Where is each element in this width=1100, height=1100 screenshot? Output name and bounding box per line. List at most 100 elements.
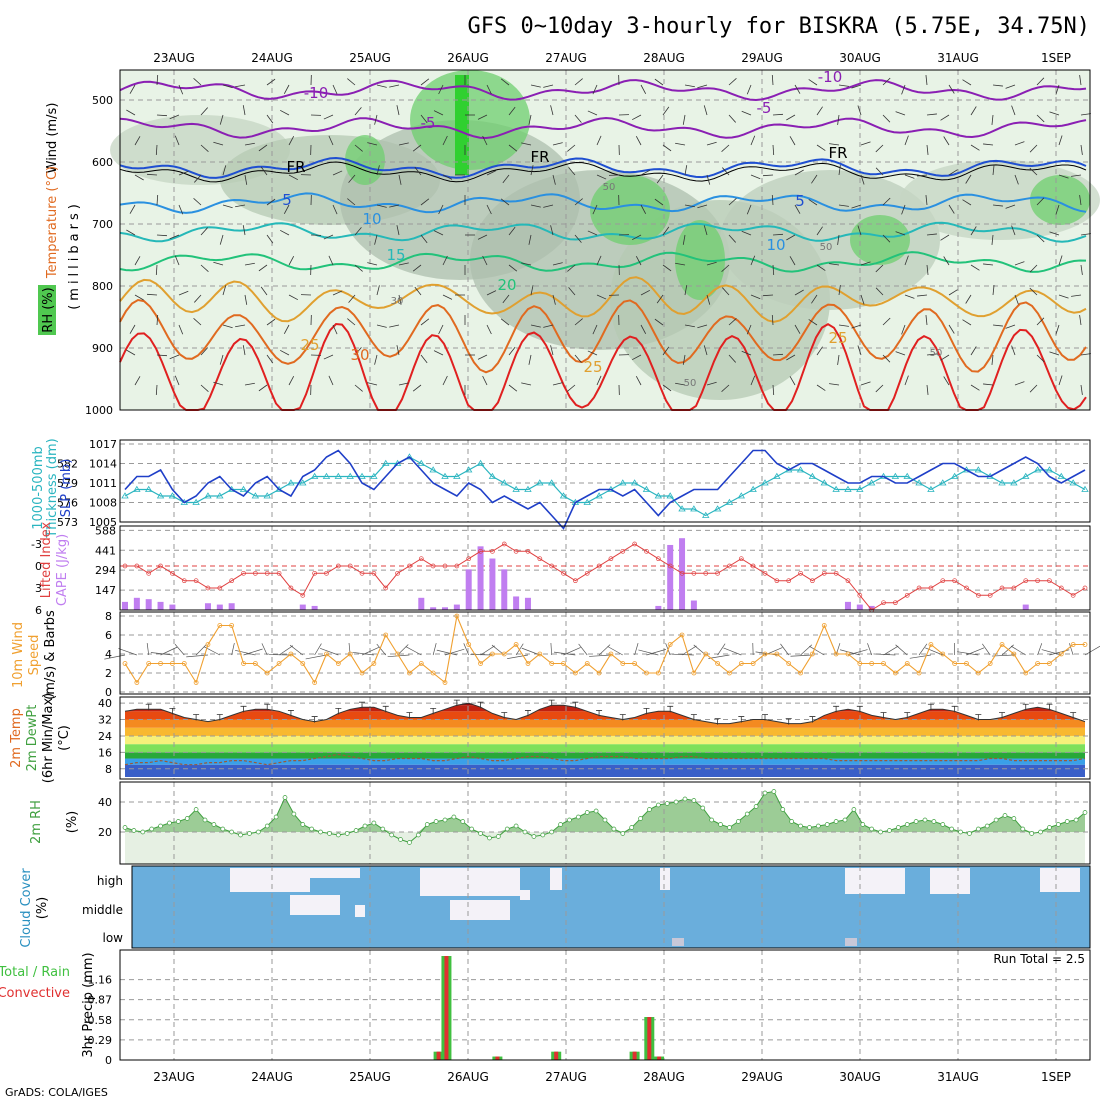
rh-saturated-fill xyxy=(455,75,469,175)
cape-bar xyxy=(122,601,128,610)
cloud-clear-patch xyxy=(845,868,905,894)
wind-barb xyxy=(838,84,849,87)
thickness-point xyxy=(915,479,923,486)
contour-label: -5 xyxy=(757,99,772,117)
wind-barb xyxy=(156,74,159,86)
wind-barb xyxy=(983,383,994,386)
wind-barb xyxy=(376,165,380,176)
temp2m-title: 2m Temp xyxy=(9,708,24,768)
cape-bar xyxy=(513,596,520,610)
wind-speed-point xyxy=(964,661,969,666)
wind-barb xyxy=(587,110,598,116)
wind-barb xyxy=(970,346,977,356)
wind-barb xyxy=(374,234,378,245)
rh-point xyxy=(967,831,972,836)
wind-barb xyxy=(838,204,849,207)
panel-frame xyxy=(119,439,1091,523)
wind-barb xyxy=(1080,233,1091,236)
rh-point xyxy=(673,799,679,805)
wind-barb xyxy=(895,351,906,356)
wind-speed-point xyxy=(490,651,495,657)
wind-barb xyxy=(500,198,510,206)
wind-barb xyxy=(231,643,235,656)
cape-bar xyxy=(489,558,496,610)
wind-barb xyxy=(926,264,929,275)
panel-frame xyxy=(119,781,1091,865)
wind-barb xyxy=(1071,174,1082,177)
run-total-label: Run Total = 2.5 xyxy=(993,952,1085,966)
wind-barb xyxy=(1014,261,1025,266)
wind-barb xyxy=(288,294,299,301)
wind-barb xyxy=(662,106,670,116)
wind-barb xyxy=(837,234,840,245)
thickness-point xyxy=(382,459,390,466)
wind-barb xyxy=(838,324,849,327)
wind-barb xyxy=(592,204,598,215)
li-point xyxy=(644,548,649,554)
wind-barb xyxy=(283,84,290,95)
li-point xyxy=(584,570,590,576)
li-point xyxy=(383,585,389,591)
rh-point xyxy=(353,828,359,833)
wind-barb xyxy=(789,376,796,386)
thickness-point xyxy=(796,466,805,473)
wind-barb xyxy=(851,84,862,89)
li-point xyxy=(845,578,851,584)
wind-barb xyxy=(244,174,248,185)
temp-band xyxy=(125,764,1085,777)
wind-barb xyxy=(1036,317,1045,326)
wind-barb xyxy=(706,261,717,266)
cloud-clear-patch xyxy=(355,905,365,917)
minmax-marker xyxy=(145,703,152,711)
minmax-marker xyxy=(596,710,603,717)
wind-barb xyxy=(772,113,784,116)
wind-barb xyxy=(1036,234,1045,243)
wind-barb xyxy=(708,654,730,659)
thickness-point xyxy=(690,505,698,512)
temperature-contour xyxy=(119,156,1087,179)
wind-barb xyxy=(721,144,730,152)
wind-barb xyxy=(134,294,144,301)
cape-bar xyxy=(679,538,686,610)
temperature-label: Temperature (°C) xyxy=(45,166,60,279)
wind-barb xyxy=(851,204,862,209)
wind-barb xyxy=(728,318,737,326)
wind-barb xyxy=(703,345,708,356)
wind-speed-point xyxy=(395,651,400,657)
wind-barb xyxy=(178,324,184,335)
rh-point xyxy=(1020,826,1026,832)
thickness-point xyxy=(547,479,556,486)
wind-barb xyxy=(332,170,343,176)
y-tick-label: 8 xyxy=(105,763,112,776)
wind-barb xyxy=(1058,294,1069,299)
wind-barb xyxy=(258,144,268,152)
wind-barb xyxy=(847,649,868,656)
cape-bar xyxy=(157,601,164,610)
li-point xyxy=(442,563,448,569)
precip-bg xyxy=(120,950,1090,1060)
thickness-point xyxy=(346,472,354,479)
wind-barb xyxy=(895,231,906,236)
wind-barb xyxy=(567,264,576,272)
y-tick-label: 6 xyxy=(105,629,112,642)
wind-barb xyxy=(155,144,158,156)
wind-barb xyxy=(786,114,796,121)
wind-barb xyxy=(486,170,497,176)
wind-barb xyxy=(530,324,541,328)
wind-speed-line xyxy=(124,614,1085,684)
wind-barb xyxy=(347,198,356,206)
wind-barb xyxy=(500,318,510,326)
wind-barb xyxy=(816,144,826,151)
li-point xyxy=(407,563,412,569)
temp-band xyxy=(125,735,1085,745)
contour-label: 25 xyxy=(300,336,319,354)
rh-point xyxy=(842,817,848,823)
low-cloud-patch xyxy=(672,938,684,946)
minmax-marker xyxy=(216,714,223,721)
wind-barb xyxy=(703,105,708,116)
wind-barb xyxy=(948,169,958,176)
wind-barb xyxy=(741,350,752,356)
wind-barb xyxy=(156,194,159,206)
wind-barb xyxy=(528,114,532,125)
wind-barb xyxy=(675,382,686,386)
